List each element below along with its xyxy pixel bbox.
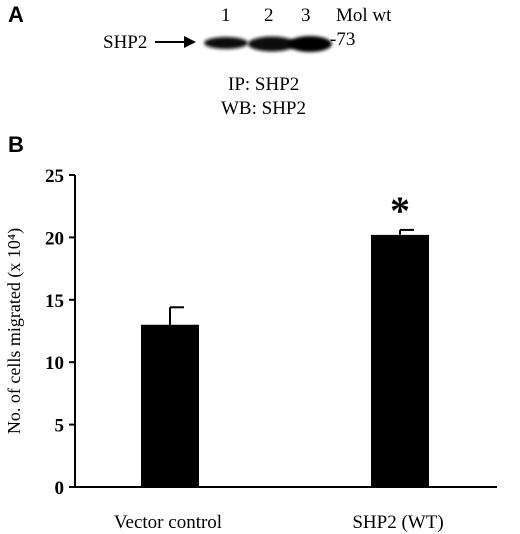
significance-star: * bbox=[390, 188, 410, 233]
bar-chart: 0 5 10 15 20 25 No. of cells migrated (x 10⁴) V… bbox=[4, 166, 497, 533]
y-tick-label-15: 15 bbox=[45, 291, 64, 312]
category-label-0: Vector control bbox=[114, 512, 222, 533]
panel-a-letter: A bbox=[8, 2, 24, 27]
y-axis-label: No. of cells migrated (x 10⁴) bbox=[4, 228, 25, 434]
y-tick-label-0: 0 bbox=[55, 478, 65, 499]
western-blot bbox=[204, 36, 332, 52]
protein-label: SHP2 bbox=[103, 32, 148, 53]
mol-wt-label: Mol wt bbox=[336, 5, 392, 26]
protein-arrow bbox=[155, 36, 196, 48]
wb-label: WB: SHP2 bbox=[221, 98, 306, 119]
y-tick-label-5: 5 bbox=[55, 416, 65, 437]
blot-band-lane-3 bbox=[288, 36, 332, 52]
lane-label-2: 2 bbox=[264, 5, 274, 26]
y-tick-label-25: 25 bbox=[45, 166, 64, 187]
bar-1 bbox=[371, 234, 429, 487]
category-label-1: SHP2 (WT) bbox=[352, 512, 443, 533]
blot-band-lane-1 bbox=[204, 37, 248, 49]
panel-b-letter: B bbox=[8, 132, 24, 157]
blot-band-lane-2 bbox=[248, 36, 296, 52]
y-tick-label-10: 10 bbox=[45, 353, 64, 374]
y-tick-label-20: 20 bbox=[45, 228, 64, 249]
mol-wt-marker: -73 bbox=[330, 29, 356, 50]
lane-label-3: 3 bbox=[301, 5, 311, 26]
ip-label: IP: SHP2 bbox=[228, 74, 300, 95]
lane-label-1: 1 bbox=[221, 5, 231, 26]
bar-0 bbox=[141, 324, 199, 487]
